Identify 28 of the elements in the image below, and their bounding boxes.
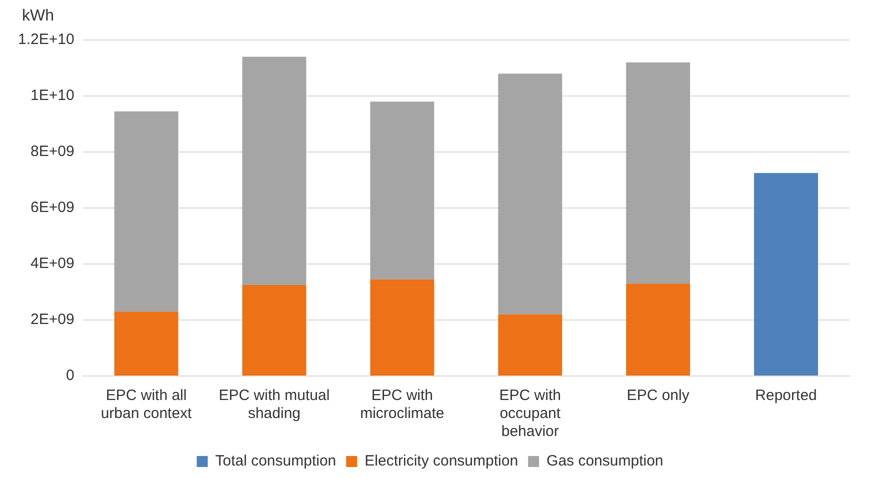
legend-label: Electricity consumption: [364, 452, 518, 470]
y-tick-label: 1.2E+10: [18, 31, 74, 48]
legend-label: Gas consumption: [546, 452, 664, 470]
y-tick-label: 1E+10: [30, 87, 74, 104]
bar: [370, 102, 434, 280]
y-tick-label: 2E+09: [30, 311, 74, 328]
x-tick-label: EPC with microclimate: [360, 387, 444, 422]
bar: [498, 74, 562, 314]
bar: [626, 62, 690, 284]
x-tick-label: EPC with mutual shading: [218, 387, 330, 422]
x-tick-label: Reported: [755, 387, 817, 404]
y-tick-label: 8E+09: [30, 143, 74, 160]
bar: [370, 279, 434, 376]
y-tick-label: 4E+09: [30, 255, 74, 272]
bar: [754, 173, 818, 376]
x-tick-label: EPC with all urban context: [100, 387, 193, 422]
y-tick-label: 6E+09: [30, 199, 74, 216]
bar: [242, 285, 306, 376]
bar: [114, 111, 178, 312]
bar: [242, 56, 306, 285]
bar: [114, 312, 178, 376]
x-tick-label: EPC only: [626, 387, 690, 404]
bar: [626, 284, 690, 376]
y-axis-title: kWh: [22, 7, 54, 24]
x-tick-label: EPC with occupant behavior: [499, 387, 562, 440]
legend-label: Total consumption: [215, 452, 336, 470]
bar: [498, 314, 562, 376]
y-tick-label: 0: [66, 367, 74, 384]
